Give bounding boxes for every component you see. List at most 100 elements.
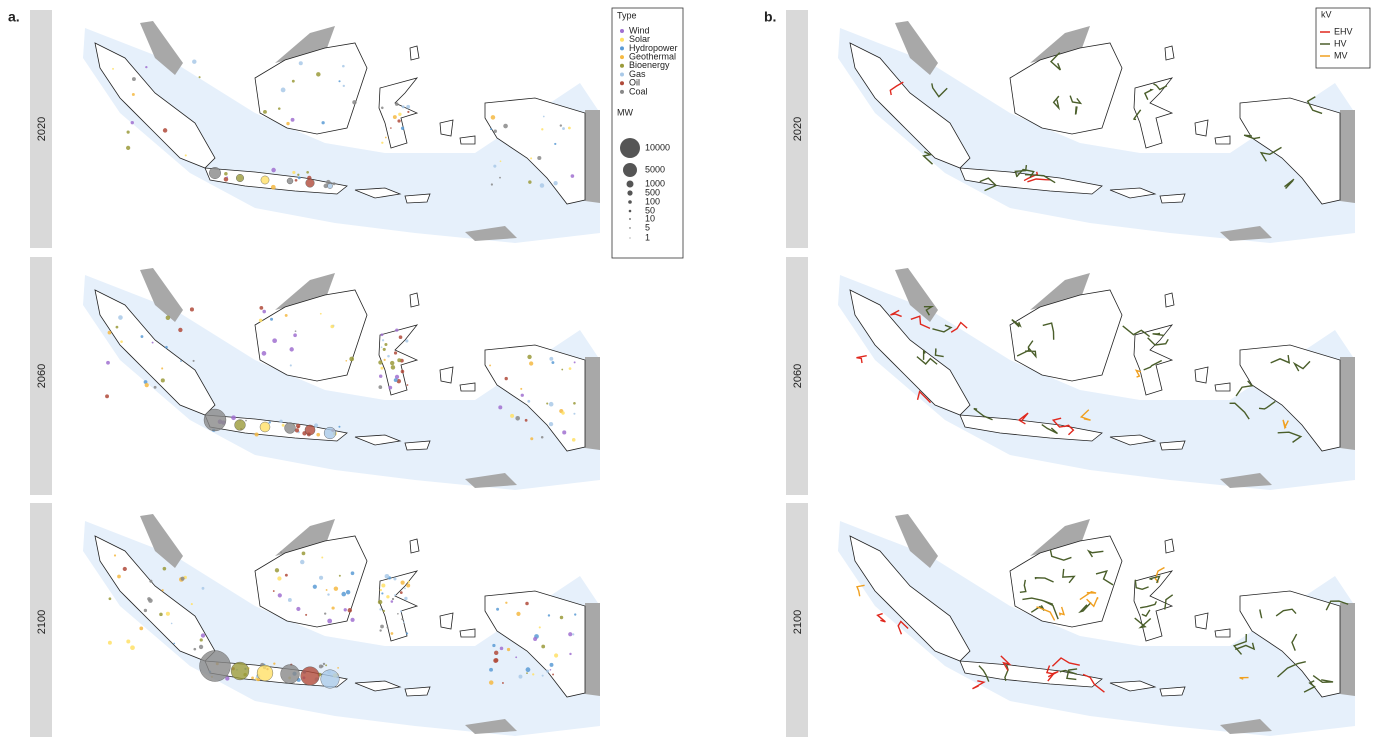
plant-dot [408, 581, 410, 583]
plant-dot [349, 357, 354, 362]
plant-dot [346, 590, 350, 594]
legend-key [620, 81, 624, 85]
plant-dot [109, 597, 112, 600]
plant-dot [500, 647, 504, 651]
plant-bubble [306, 179, 315, 188]
plant-dot [541, 436, 544, 439]
plant-dot [530, 437, 533, 440]
plant-bubble [287, 178, 293, 184]
plant-dot [280, 551, 282, 553]
plant-dot [316, 72, 321, 77]
map [83, 21, 600, 243]
plant-bubble [260, 422, 270, 432]
plant-dot [568, 632, 572, 636]
plant-dot [297, 426, 299, 428]
plant-dot [503, 124, 508, 129]
plant-dot [300, 560, 304, 564]
plant-dot [399, 335, 403, 339]
plant-dot [390, 127, 392, 129]
plant-bubble [305, 425, 315, 435]
plant-dot [334, 586, 338, 590]
plant-dot [496, 608, 499, 611]
legend-key [620, 55, 624, 59]
plant-dot [259, 319, 263, 323]
plant-dot [324, 612, 326, 614]
plant-dot [398, 113, 401, 116]
plant-dot [527, 400, 530, 403]
plant-dot [378, 385, 382, 389]
transmission-line [1136, 370, 1141, 377]
plant-dot [251, 677, 254, 680]
plant-bubble [281, 665, 300, 684]
facet-label: 2100 [792, 610, 804, 634]
plant-dot [498, 405, 502, 409]
legend-size-key [629, 227, 630, 228]
plant-dot [384, 343, 387, 346]
legend-size-key [623, 163, 637, 177]
plant-dot [562, 127, 565, 130]
plant-dot [525, 602, 529, 606]
plant-dot [394, 351, 397, 354]
plant-dot [118, 315, 123, 320]
plant-dot [159, 613, 163, 617]
plant-dot [114, 554, 116, 556]
facet-label: 2060 [792, 364, 804, 388]
plant-dot [390, 361, 394, 365]
legend-label: Coal [629, 86, 648, 96]
plant-dot [262, 310, 266, 314]
plant-dot [494, 651, 498, 655]
plant-dot [337, 667, 339, 669]
plant-dot [299, 61, 303, 65]
plant-dot [525, 419, 528, 422]
plant-dot [344, 608, 347, 611]
plant-dot [281, 88, 286, 93]
plant-dot [192, 59, 196, 63]
plant-dot [132, 93, 135, 96]
plant-dot [149, 580, 152, 583]
plant-dot [321, 121, 324, 124]
plant-dot [268, 421, 270, 423]
plant-dot [546, 402, 548, 404]
plant-dot [132, 77, 136, 81]
plant-dot [505, 602, 507, 604]
plant-dot [224, 172, 228, 176]
panel-label: b. [764, 9, 776, 25]
legend-size-key [630, 238, 631, 239]
plant-dot [541, 128, 543, 130]
transmission-line [856, 356, 866, 363]
plant-dot [319, 576, 323, 580]
plant-dot [400, 591, 403, 594]
plant-dot [499, 177, 501, 179]
plant-dot [562, 430, 566, 434]
plant-dot [550, 669, 552, 671]
plant-dot [271, 185, 276, 190]
plant-dot [554, 143, 556, 145]
plant-dot [273, 663, 275, 665]
plant-dot [330, 325, 334, 329]
plant-dot [572, 633, 574, 635]
plant-dot [553, 181, 557, 185]
plant-dot [273, 590, 275, 592]
plant-dot [305, 614, 307, 616]
plant-dot [112, 68, 114, 70]
legend-label: HV [1334, 38, 1347, 48]
plant-dot [270, 318, 273, 321]
plant-dot [139, 627, 143, 631]
plant-dot [306, 171, 309, 174]
plant-dot [123, 567, 127, 571]
plant-dot [199, 645, 203, 649]
plant-dot [292, 171, 295, 174]
plant-dot [108, 641, 112, 645]
plant-dot [516, 612, 520, 616]
plant-dot [552, 673, 554, 675]
plant-dot [191, 603, 193, 605]
plant-dot [384, 359, 386, 361]
plant-dot [348, 608, 352, 612]
plant-dot [130, 645, 135, 650]
plant-dot [321, 557, 323, 559]
legend-title: Type [617, 10, 637, 20]
plant-dot [380, 625, 384, 629]
plant-bubble [257, 665, 273, 681]
legend-key [620, 38, 624, 42]
plant-dot [161, 367, 163, 369]
